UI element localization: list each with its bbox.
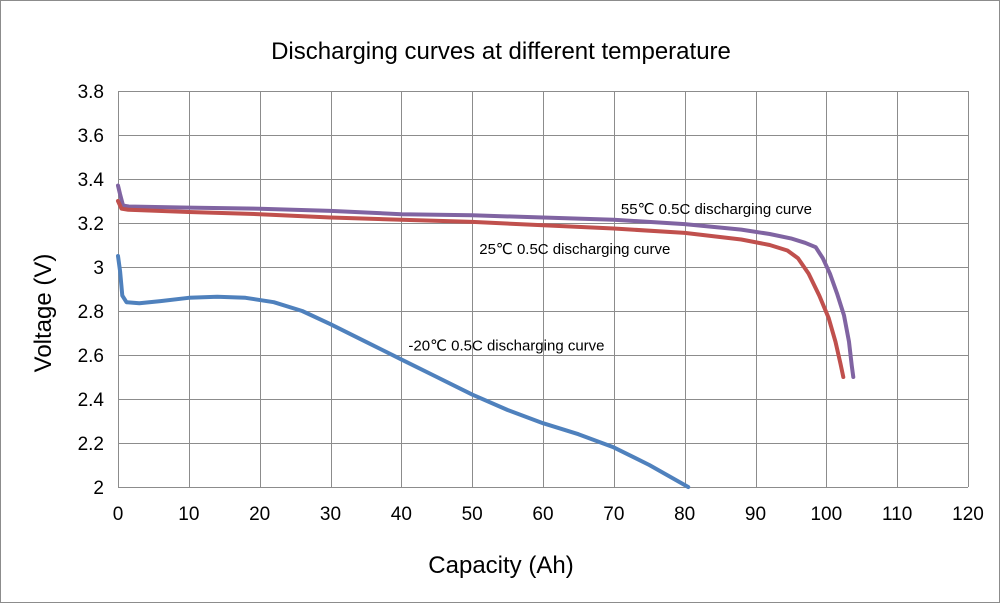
series-layer bbox=[116, 183, 856, 489]
y-tick-label: 3.2 bbox=[78, 214, 104, 235]
series-annotation-1: 55℃ 0.5C discharging curve bbox=[621, 201, 812, 218]
y-tick-label: 2.4 bbox=[78, 390, 105, 411]
x-axis-label: Capacity (Ah) bbox=[428, 552, 573, 579]
x-tick-label: 110 bbox=[882, 504, 912, 525]
tick-labels: 0 10 20 30 40 50 60 70 80 90 100 110 120 2 2.2 2.4 2.6 2.… bbox=[78, 82, 984, 525]
annotation-layer: 55℃ 0.5C discharging curve 25℃ 0.5C disch… bbox=[408, 201, 812, 354]
series-annotation-3: -20℃ 0.5C discharging curve bbox=[408, 338, 604, 355]
x-tick-label: 70 bbox=[603, 504, 624, 525]
y-tick-label: 3.6 bbox=[78, 126, 104, 147]
x-tick-label: 20 bbox=[249, 504, 270, 525]
y-tick-label: 3.8 bbox=[78, 82, 104, 103]
x-tick-label: 90 bbox=[745, 504, 766, 525]
chart-title: Discharging curves at different temperat… bbox=[271, 38, 731, 65]
x-tick-label: 80 bbox=[674, 504, 695, 525]
y-tick-label: 3 bbox=[93, 258, 104, 279]
x-tick-label: 100 bbox=[810, 504, 842, 525]
x-tick-label: 0 bbox=[113, 504, 124, 525]
series-line-1 bbox=[116, 183, 856, 379]
grid-layer bbox=[118, 91, 969, 488]
x-tick-label: 40 bbox=[391, 504, 412, 525]
x-tick-label: 50 bbox=[462, 504, 483, 525]
y-axis-label: Voltage (V) bbox=[30, 254, 57, 373]
x-tick-label: 30 bbox=[320, 504, 341, 525]
y-tick-label: 2 bbox=[93, 478, 104, 499]
x-tick-label: 60 bbox=[532, 504, 553, 525]
x-tick-label: 120 bbox=[952, 504, 984, 525]
y-tick-label: 2.8 bbox=[78, 302, 104, 323]
y-tick-label: 2.6 bbox=[78, 346, 104, 367]
series-line-3 bbox=[116, 254, 691, 489]
y-tick-label: 2.2 bbox=[78, 434, 104, 455]
series-annotation-2: 25℃ 0.5C discharging curve bbox=[479, 241, 670, 258]
y-tick-label: 3.4 bbox=[78, 170, 105, 191]
series-line-2 bbox=[116, 199, 846, 379]
x-tick-label: 10 bbox=[178, 504, 199, 525]
